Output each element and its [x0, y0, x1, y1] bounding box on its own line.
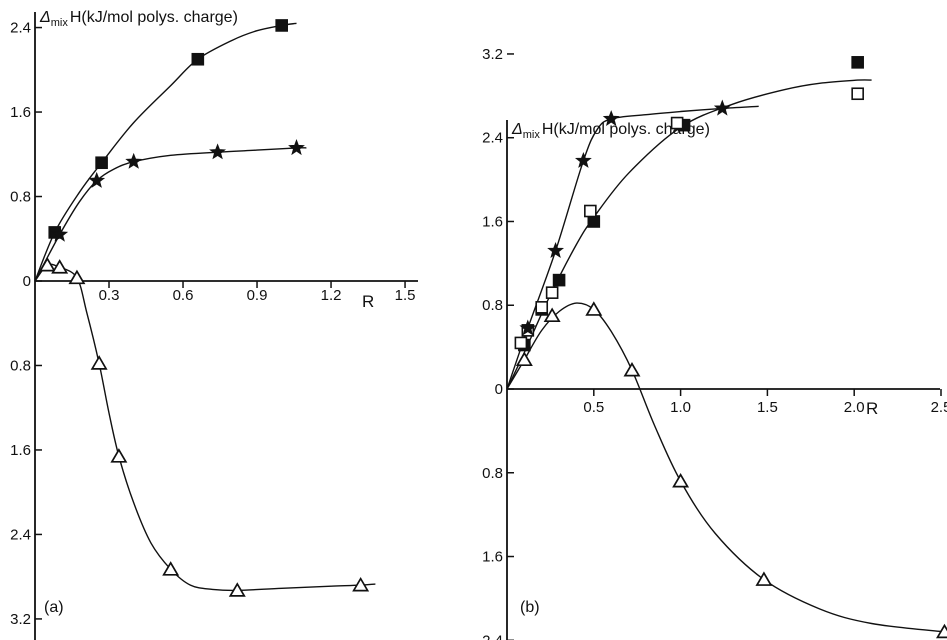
data-point-open-triangle — [51, 259, 69, 274]
panel-a-axes — [34, 12, 418, 640]
y-tick-label: 0 — [495, 381, 503, 398]
data-point-open-square — [670, 116, 684, 130]
x-tick-label: 2.0 — [844, 399, 865, 416]
panel-a-x-axis-title: R — [362, 292, 374, 311]
data-point-open-triangle — [228, 582, 246, 597]
x-tick-label: 1.5 — [395, 287, 416, 304]
data-point-open-triangle — [162, 561, 180, 576]
data-point-filled-square — [851, 56, 864, 69]
data-point-open-triangle — [110, 448, 128, 463]
panel-a-y-axis-title: Δmix H(kJ/mol polys. charge) — [39, 9, 238, 29]
data-point-open-triangle — [38, 256, 56, 272]
y-tick-label: 0.8 — [482, 297, 503, 314]
y-tick-label: 1.6 — [482, 549, 503, 566]
data-point-open-square — [584, 204, 597, 218]
y-tick-label: 1.6 — [10, 104, 31, 121]
panel-b-label: (b) — [520, 599, 540, 616]
y-tick-label: 2.4 — [10, 20, 31, 37]
series-curve-filled-star — [506, 105, 759, 390]
data-point-filled-square — [95, 156, 108, 170]
x-tick-label: 0.9 — [247, 287, 268, 304]
x-tick-label: 1.0 — [670, 399, 691, 416]
data-point-filled-star — [519, 319, 537, 336]
series-curve-open-triangle — [34, 263, 376, 592]
data-point-filled-star — [574, 151, 592, 168]
y-tick-label: 3.2 — [482, 46, 503, 63]
series-curve-filled-star — [34, 147, 307, 282]
data-point-open-triangle — [935, 623, 947, 639]
data-point-open-triangle — [515, 351, 533, 367]
y-tick-label: 2.4 — [482, 130, 503, 147]
data-point-filled-square — [552, 273, 566, 287]
data-point-open-triangle — [68, 269, 86, 285]
panel-a-tick-labels: 2.4 1.6 0.8 0 0.8 1.6 2.4 3.2 0.3 0.6 0.9 1.2 1.5 — [10, 20, 415, 628]
data-point-open-triangle — [755, 571, 773, 586]
data-point-filled-square — [275, 19, 289, 32]
data-point-open-square — [545, 286, 559, 299]
series-curve-filled-square — [34, 22, 297, 282]
data-point-filled-star — [125, 152, 143, 169]
panel-a: Δmix H(kJ/mol polys. charge) (a) R 2.4 1.6… — [10, 9, 418, 640]
x-tick-label: 2.5 — [931, 399, 947, 416]
x-tick-label: 0.6 — [173, 287, 194, 304]
data-point-open-square — [514, 336, 528, 350]
y-tick-label: 2.4 — [10, 526, 31, 543]
data-point-filled-star — [88, 171, 106, 188]
x-tick-label: 1.2 — [321, 287, 342, 304]
data-point-open-triangle — [90, 355, 108, 370]
panel-a-markers — [38, 19, 370, 597]
data-point-open-triangle — [352, 576, 370, 592]
y-tick-label: 1.6 — [10, 442, 31, 459]
y-tick-label: 0 — [23, 273, 31, 290]
panel-b-tick-labels: 3.2 2.4 1.6 0.8 0 0.8 1.6 2.4 0.5 1.0 1.5 2.0 2.5 — [482, 46, 947, 640]
data-point-open-square — [535, 301, 549, 314]
data-point-open-triangle — [672, 472, 690, 488]
x-tick-label: 1.5 — [757, 399, 778, 416]
panel-b-y-axis-title: Δmix H(kJ/mol polys. charge) — [511, 121, 710, 141]
y-tick-label: 3.2 — [10, 611, 31, 628]
y-tick-label: 2.4 — [482, 632, 503, 640]
y-tick-label: 0.8 — [10, 189, 31, 206]
series-curve-open-triangle — [506, 302, 945, 633]
panel-b-curves — [506, 79, 945, 633]
data-point-filled-star — [51, 225, 69, 242]
y-tick-label: 1.6 — [482, 213, 503, 230]
panel-b-axes — [506, 53, 942, 640]
data-point-filled-star — [288, 139, 305, 156]
panel-a-curves — [34, 22, 376, 592]
data-point-filled-star — [713, 99, 731, 116]
data-point-filled-star — [209, 143, 227, 160]
data-point-filled-star — [602, 110, 620, 126]
data-point-filled-square — [191, 52, 205, 66]
x-tick-label: 0.5 — [583, 399, 604, 416]
data-point-open-square — [851, 87, 864, 101]
data-point-filled-square — [587, 215, 601, 228]
panel-b-markers — [514, 56, 947, 639]
x-tick-label: 0.3 — [99, 287, 120, 304]
data-point-filled-star — [547, 241, 565, 258]
panel-b-x-axis-title: R — [866, 399, 878, 418]
panel-b: Δmix H(kJ/mol polys. charge) (b) R 3.2 2.4… — [482, 46, 947, 640]
data-point-open-triangle — [543, 307, 561, 323]
panel-a-label: (a) — [44, 599, 64, 616]
data-point-open-triangle — [585, 301, 603, 316]
y-tick-label: 0.8 — [482, 465, 503, 482]
y-tick-label: 0.8 — [10, 357, 31, 374]
data-point-open-triangle — [623, 361, 641, 377]
